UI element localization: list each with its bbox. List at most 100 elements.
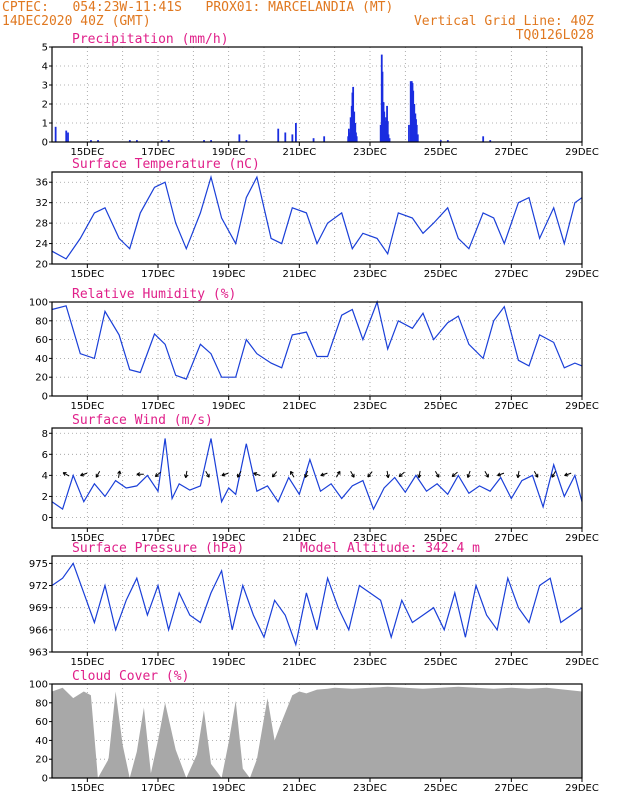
wind-arrow-16 [350, 471, 355, 478]
xtick-label-4-0: 15DEC [70, 657, 104, 668]
ytick-label-1-3: 32 [35, 198, 48, 209]
grid-note: Vertical Grid Line: 40Z [413, 14, 594, 29]
ytick-label-5-5: 100 [29, 680, 48, 691]
wind-arrow-3 [117, 470, 122, 478]
wind-arrow-0 [62, 472, 70, 477]
wind-arrow-1 [80, 472, 88, 477]
ytick-label-5-4: 80 [35, 698, 48, 709]
wind-arrow-7 [205, 471, 210, 478]
xtick-label-0-3: 21DEC [282, 147, 316, 158]
xtick-label-0-7: 29DEC [565, 147, 599, 158]
precip-bar-5 [128, 140, 131, 142]
wind-arrow-8 [221, 472, 229, 477]
xtick-label-0-1: 17DEC [141, 147, 175, 158]
precip-bar-36 [385, 117, 387, 142]
xtick-label-0-4: 23DEC [353, 147, 387, 158]
wind-arrow-23 [466, 470, 471, 478]
ytick-label-3-1: 2 [42, 492, 48, 503]
precip-bar-52 [446, 140, 449, 142]
model-code: TQ0126L028 [515, 28, 594, 43]
xtick-label-2-2: 19DEC [212, 401, 246, 412]
ytick-label-2-5: 100 [29, 298, 48, 309]
ytick-label-0-3: 3 [42, 81, 48, 92]
xtick-label-2-3: 21DEC [282, 401, 316, 412]
precip-bar-23 [353, 111, 356, 142]
precip-bar-27 [347, 136, 350, 142]
series-line-3 [51, 438, 583, 511]
header-line1: CPTEC: 054:23W-11:41S PROX01: MARCELANDI… [2, 0, 394, 15]
wind-arrow-12 [290, 470, 295, 478]
wind-arrow-13 [304, 470, 309, 478]
ytick-label-0-2: 2 [42, 100, 48, 111]
panel-frame-5 [51, 683, 583, 779]
panel-frame-4 [51, 555, 583, 653]
wind-arrow-6 [184, 470, 189, 479]
ytick-label-4-1: 966 [29, 625, 48, 636]
precip-bar-11 [238, 134, 241, 142]
precip-bar-54 [489, 140, 492, 142]
wind-arrow-20 [417, 470, 422, 479]
panel-title-5: Cloud Cover (%) [72, 669, 189, 684]
wind-arrow-19 [398, 471, 405, 478]
xtick-label-4-5: 25DEC [424, 657, 458, 668]
ytick-label-2-2: 40 [35, 354, 48, 365]
xtick-label-2-0: 15DEC [70, 401, 104, 412]
wind-arrow-9 [237, 471, 242, 478]
ytick-label-1-2: 28 [35, 219, 48, 230]
ytick-label-5-0: 0 [42, 774, 48, 785]
wind-arrow-4 [136, 472, 144, 477]
wind-arrow-10 [253, 472, 261, 477]
xtick-label-3-3: 21DEC [282, 533, 316, 544]
precip-bar-38 [386, 121, 389, 142]
xtick-label-5-7: 29DEC [565, 783, 599, 794]
panel-annotation-4: Model Altitude: 342.4 m [300, 541, 480, 556]
xtick-label-5-5: 25DEC [424, 783, 458, 794]
xtick-label-1-2: 19DEC [212, 269, 246, 280]
precip-bar-53 [482, 136, 485, 142]
precip-bar-8 [167, 140, 170, 142]
xtick-label-4-1: 17DEC [141, 657, 175, 668]
panel-title-4: Surface Pressure (hPa) [72, 541, 244, 556]
precip-bar-15 [291, 134, 294, 142]
ytick-label-1-4: 36 [35, 178, 48, 189]
precip-bar-26 [348, 132, 351, 142]
precip-bar-10 [210, 140, 212, 142]
xtick-label-5-4: 23DEC [353, 783, 387, 794]
ytick-label-4-2: 969 [29, 603, 48, 614]
ytick-label-0-1: 1 [42, 119, 48, 130]
ytick-label-4-4: 975 [29, 559, 48, 570]
ytick-label-2-4: 80 [35, 316, 48, 327]
precip-bar-14 [284, 132, 287, 142]
ytick-label-2-0: 0 [42, 392, 48, 403]
precip-bar-51 [439, 140, 442, 142]
wind-arrow-25 [497, 472, 505, 477]
ytick-label-0-0: 0 [42, 138, 48, 149]
wind-arrow-2 [95, 471, 101, 478]
xtick-label-5-1: 17DEC [141, 783, 175, 794]
wind-arrow-26 [516, 470, 521, 479]
panel-frame-2 [51, 301, 583, 397]
ytick-label-5-3: 60 [35, 717, 48, 728]
precip-bar-45 [412, 90, 415, 142]
precip-bar-42 [409, 81, 412, 142]
series-line-4 [51, 562, 583, 647]
precip-bar-41 [408, 124, 410, 142]
xtick-label-4-3: 21DEC [282, 657, 316, 668]
xtick-label-1-1: 17DEC [141, 269, 175, 280]
xtick-label-3-5: 25DEC [424, 533, 458, 544]
precip-bar-2 [67, 132, 69, 142]
xtick-label-1-3: 21DEC [282, 269, 316, 280]
precip-bar-40 [388, 138, 391, 142]
xtick-label-0-0: 15DEC [70, 147, 104, 158]
xtick-label-1-7: 29DEC [565, 269, 599, 280]
precip-bar-9 [203, 140, 205, 142]
precip-bar-18 [323, 136, 326, 142]
xtick-label-5-3: 21DEC [282, 783, 316, 794]
precip-bar-39 [387, 134, 390, 142]
xtick-label-4-6: 27DEC [494, 657, 528, 668]
wind-arrow-11 [271, 471, 278, 478]
xtick-label-5-6: 27DEC [494, 783, 528, 794]
series-line-1 [51, 174, 583, 260]
cloud-cover-area [52, 686, 582, 778]
